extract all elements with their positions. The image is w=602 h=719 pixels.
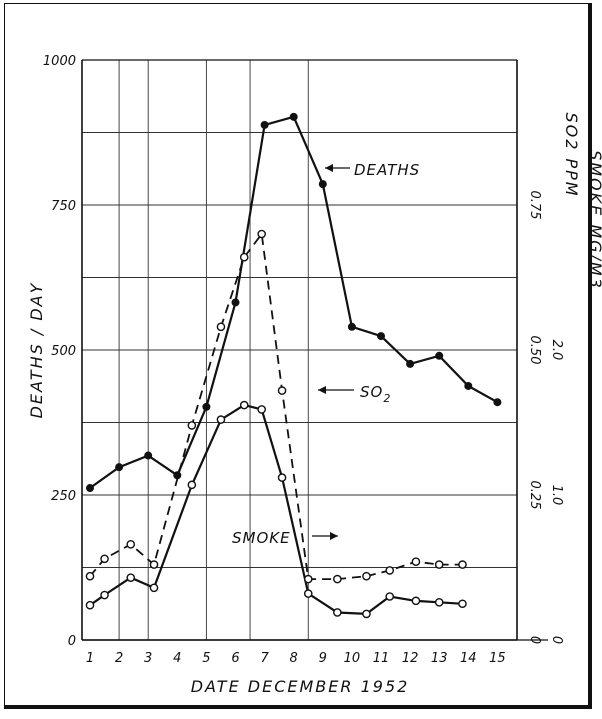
so2-point xyxy=(149,560,159,569)
so2-label-main: SO xyxy=(360,383,383,401)
deaths-line xyxy=(89,115,498,489)
so2-point xyxy=(126,540,136,549)
y-axis-title-right-smoke: SMOKE MG/M3 xyxy=(586,150,602,290)
deaths-label: DEATHS xyxy=(354,161,420,179)
smoke-annotation: SMOKE xyxy=(232,529,338,547)
y-axis-title-right-so2: SO2 PPM xyxy=(562,112,581,197)
series-lines xyxy=(89,115,498,616)
deaths-point xyxy=(347,322,356,331)
y-right-so2-tick-label: 0.75 xyxy=(527,191,542,220)
so2-point xyxy=(303,574,313,584)
x-tick-label: 5 xyxy=(202,651,210,666)
y-left-tick-label: 250 xyxy=(51,489,76,504)
x-tick-label: 11 xyxy=(373,651,390,666)
smoke-point xyxy=(149,583,159,593)
y-right-smoke-tick-label: 1.0 xyxy=(549,485,564,506)
smoke-point xyxy=(333,608,342,617)
so2-point xyxy=(458,560,467,569)
deaths-point xyxy=(115,463,124,472)
so2-point xyxy=(239,252,249,262)
so2-point xyxy=(277,386,287,395)
smoke-label: SMOKE xyxy=(232,529,291,547)
so2-point xyxy=(362,571,371,581)
x-tick-label: 6 xyxy=(231,651,239,666)
so2-point xyxy=(187,421,197,430)
y-right-so2-tick-label: 0 xyxy=(527,636,542,644)
deaths-point xyxy=(435,351,444,360)
smoke-point xyxy=(257,405,266,414)
so2-point xyxy=(333,574,342,584)
deaths-point xyxy=(377,332,385,341)
deaths-point xyxy=(144,451,153,460)
smoke-point xyxy=(458,599,467,609)
smoke-line xyxy=(89,403,463,616)
deaths-point xyxy=(231,298,240,307)
smoke-point xyxy=(434,598,444,607)
y-left-tick-label: 1000 xyxy=(43,54,76,69)
chart-frame xyxy=(4,3,592,709)
x-tick-label: 3 xyxy=(144,651,152,666)
smoke-point xyxy=(239,400,249,410)
so2-point xyxy=(434,560,444,569)
smoke-point xyxy=(385,592,395,601)
so2-annotation: SO2 xyxy=(318,383,391,405)
deaths-point xyxy=(406,359,415,368)
x-tick-label: 4 xyxy=(173,651,181,666)
x-tick-label: 13 xyxy=(431,651,448,666)
x-tick-label: 9 xyxy=(319,651,327,666)
smoke-point xyxy=(411,596,421,606)
deaths-point xyxy=(464,381,473,390)
x-tick-label: 15 xyxy=(489,651,506,666)
smoke-point xyxy=(216,415,226,424)
data-points xyxy=(85,112,502,619)
x-tick-label: 8 xyxy=(290,651,298,666)
smoke-point xyxy=(362,609,371,619)
smoke-point xyxy=(126,573,136,582)
smoke-point xyxy=(303,589,313,598)
so2-label: SO2 xyxy=(360,383,391,405)
y-left-tick-label: 0 xyxy=(68,634,76,649)
x-tick-label: 12 xyxy=(402,651,419,666)
so2-line xyxy=(89,231,463,580)
y-left-tick-label: 750 xyxy=(51,199,76,214)
y-left-tick-label: 500 xyxy=(51,344,76,359)
deaths-point xyxy=(493,398,502,407)
x-axis-title: DATE DECEMBER 1952 xyxy=(191,677,410,696)
deaths-point xyxy=(318,180,327,189)
y-right-smoke-zero-label: 0 xyxy=(549,636,564,644)
so2-point xyxy=(216,322,226,332)
y-right-so2-tick-label: 0.50 xyxy=(527,336,542,365)
y-right-smoke-tick-label: 2.0 xyxy=(549,340,564,361)
so2-point xyxy=(100,554,109,564)
x-tick-label: 7 xyxy=(260,651,269,666)
y-right-so2-tick-label: 0.25 xyxy=(527,481,542,510)
so2-point xyxy=(411,557,421,567)
so2-label-sub: 2 xyxy=(383,392,391,405)
deaths-point xyxy=(289,112,298,121)
x-tick-label: 2 xyxy=(115,651,123,666)
so2-point xyxy=(385,566,395,575)
axes xyxy=(81,59,548,641)
deaths-point xyxy=(173,471,182,480)
smoke-point xyxy=(187,480,197,490)
so2-point xyxy=(85,571,95,581)
deaths-point xyxy=(260,120,269,129)
smoke-point xyxy=(277,473,287,482)
x-tick-label: 10 xyxy=(344,651,361,666)
y-axis-title-left: DEATHS / DAY xyxy=(27,282,46,419)
smoke-point xyxy=(100,590,109,600)
deaths-point xyxy=(202,402,211,411)
smoke-point xyxy=(85,600,95,610)
deaths-annotation: DEATHS xyxy=(325,161,420,179)
x-tick-label: 1 xyxy=(86,651,94,666)
so2-point xyxy=(257,229,266,239)
x-tick-label: 14 xyxy=(460,651,477,666)
deaths-point xyxy=(86,484,94,493)
